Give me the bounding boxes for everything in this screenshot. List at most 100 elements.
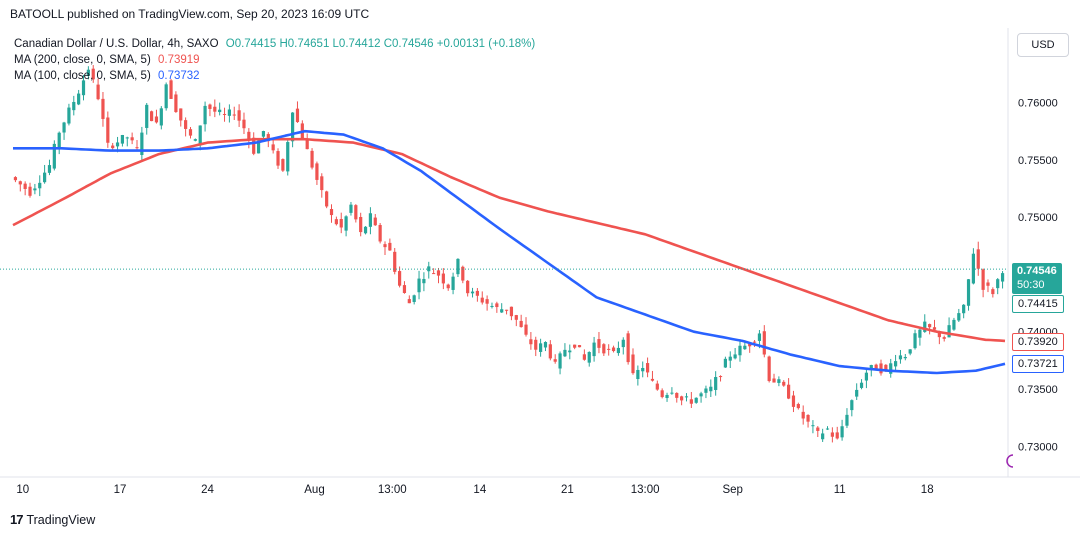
countdown-value: 50:30 [1017,279,1045,291]
candle [636,365,640,386]
candle [777,376,781,387]
candle [339,212,343,234]
candle [169,79,173,99]
x-tick-label: 21 [561,484,574,496]
candle [397,266,402,288]
close-badge: 0.74415 [1012,295,1064,313]
ohlc-values: O0.74415 H0.74651 L0.74412 C0.74546 +0.0… [225,38,536,50]
candle [159,106,163,130]
price-axis: 0.730000.735000.740000.745000.750000.755… [1018,40,1058,453]
candle [811,420,815,434]
candle [524,317,528,337]
candle [723,356,727,368]
x-tick-label: 10 [16,484,29,496]
candle [18,180,22,192]
candle [694,397,698,404]
candle [962,304,966,319]
candle [504,309,509,315]
candle [918,327,922,346]
candle [62,121,66,140]
candle [378,223,382,244]
candle [869,364,873,377]
ma100-value: 0.73732 [157,70,200,82]
candle [256,138,261,154]
candle [427,261,431,279]
candle [529,332,533,350]
candle [286,138,290,176]
candle [77,89,81,106]
candle [782,380,786,387]
candle [81,74,86,101]
candle [631,348,635,375]
candle [733,348,737,360]
tradingview-logo[interactable]: 17 TradingView [10,512,95,527]
candle [13,176,18,183]
candle [38,175,42,197]
currency-button[interactable]: USD [1017,33,1069,57]
y-tick-label: 0.76000 [1018,98,1058,110]
candle [996,278,1000,295]
candle [198,125,202,151]
candle [237,104,241,127]
candle [621,337,625,355]
ma100-line [13,129,1006,375]
candle [149,110,154,122]
x-tick-label: 13:00 [631,484,660,496]
moving-averages [12,129,1006,375]
candle [154,109,159,124]
candle [441,268,445,290]
candle [47,159,52,176]
x-tick-label: Sep [722,484,742,496]
candle [986,279,990,293]
candle [889,358,893,378]
candle [91,65,95,83]
candle [315,161,319,185]
candle [801,405,805,425]
candle [475,288,479,302]
candle [645,357,650,378]
y-tick-label: 0.73500 [1018,384,1058,396]
candle [845,408,849,429]
candle [835,426,839,440]
candle [791,390,796,413]
candle [534,336,538,357]
publisher-line: BATOOLL published on TradingView.com, Se… [10,7,370,21]
candle [762,325,766,358]
candle [125,136,129,147]
candle [295,101,300,123]
candle [514,314,518,327]
tradingview-logo-text: TradingView [26,512,96,527]
x-tick-label: 17 [114,484,127,496]
candle [359,212,363,237]
candle [957,308,961,322]
candle [976,241,980,276]
candle [577,344,582,348]
candle [393,247,397,275]
candle [563,343,567,358]
candle [470,287,475,298]
candle [898,349,903,364]
symbol-title: Canadian Dollar / U.S. Dollar, 4h, SAXO [14,38,219,50]
candle [179,108,183,127]
candle [325,190,329,209]
time-axis: 10 17 24 Aug 13:00 14 21 13:00 Sep 11 18 [16,484,933,496]
candle [96,78,100,101]
candle [689,391,693,409]
candle [33,183,37,195]
candle [728,351,732,369]
x-tick-label: 11 [834,484,846,496]
candle [436,267,441,284]
ma100-label: MA (100, close, 0, SMA, 5) [14,70,151,82]
candle [213,99,217,118]
candle [830,427,834,443]
candle [52,140,56,171]
candle [106,111,110,148]
candle [407,295,411,304]
x-tick-label: 18 [921,484,934,496]
candle [738,339,742,362]
last-price-value: 0.74546 [1017,265,1057,277]
candle [247,128,251,149]
tradingview-logo-icon: 17 [10,512,24,527]
candle [480,291,484,305]
